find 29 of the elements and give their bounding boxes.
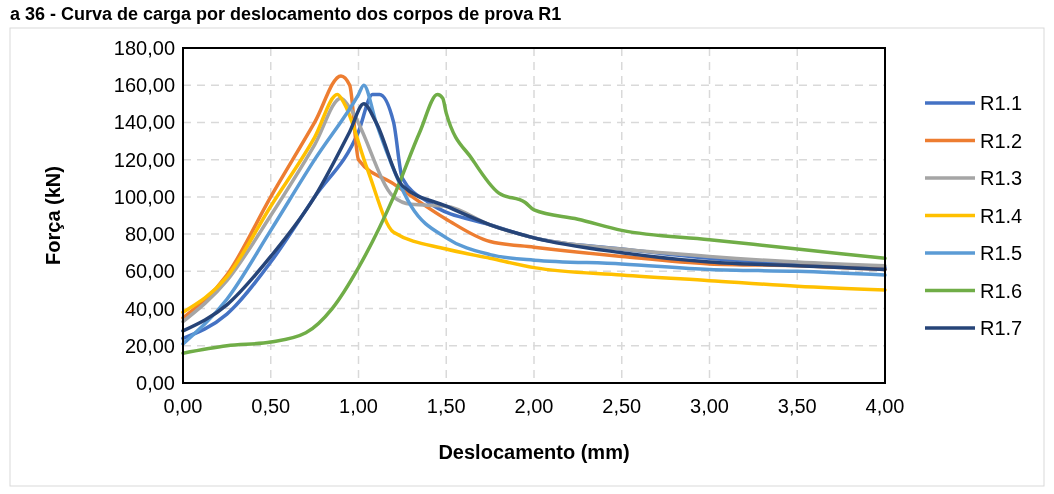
y-tick-label: 0,00 [136, 372, 175, 394]
y-tick-label: 180,00 [113, 37, 175, 59]
x-tick-label: 2,50 [602, 395, 642, 417]
y-tick-label: 160,00 [113, 74, 175, 97]
y-tick-label: 40,00 [124, 297, 175, 320]
y-tick-label: 60,00 [124, 260, 175, 283]
x-tick-label: 4,00 [865, 395, 905, 417]
legend-label: R1.2 [980, 129, 1023, 152]
x-tick-label: 3,50 [777, 395, 817, 417]
y-tick-label: 100,00 [113, 185, 175, 208]
chart-title: a 36 - Curva de carga por deslocamento dos corpos de prova R1 [10, 4, 562, 24]
y-axis-title: Força (kN) [42, 166, 64, 265]
legend-label: R1.7 [980, 317, 1023, 339]
x-tick-label: 3,00 [690, 395, 729, 417]
x-axis-title: Deslocamento (mm) [438, 441, 630, 463]
legend-label: R1.3 [980, 167, 1023, 189]
x-tick-label: 0,00 [163, 395, 203, 417]
y-tick-label: 80,00 [124, 223, 175, 246]
x-tick-label: 0,50 [251, 395, 291, 417]
x-tick-label: 1,50 [426, 395, 466, 417]
y-tick-label: 20,00 [124, 334, 175, 357]
legend-label: R1.5 [980, 242, 1023, 264]
y-tick-label: 120,00 [113, 148, 175, 171]
x-tick-label: 2,00 [514, 395, 554, 417]
x-tick-label: 1,00 [339, 395, 378, 417]
legend-label: R1.1 [980, 92, 1023, 114]
legend-label: R1.4 [980, 204, 1023, 227]
y-tick-label: 140,00 [113, 111, 175, 134]
legend-label: R1.6 [980, 279, 1023, 302]
